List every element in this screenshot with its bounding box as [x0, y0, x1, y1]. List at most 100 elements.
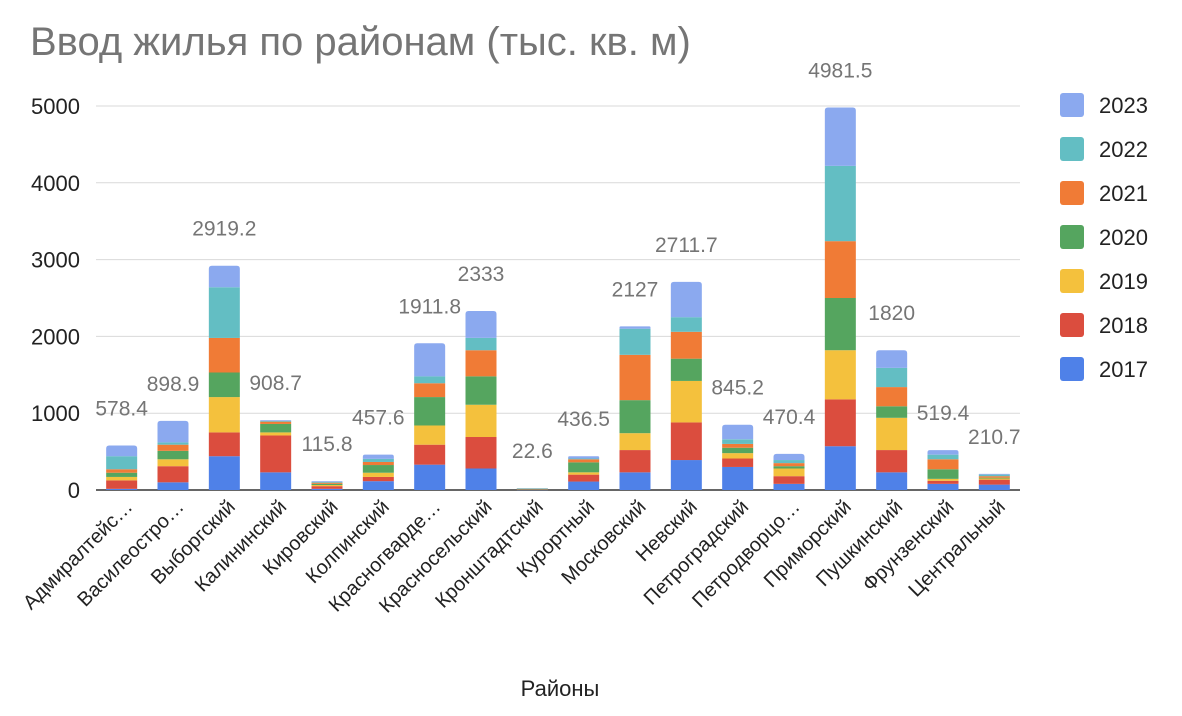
x-axis: Адмиралтейс…Василеостро…ВыборгскийКалини… [19, 496, 1010, 617]
bar-segment [927, 480, 959, 484]
total-label: 2919.2 [192, 218, 256, 241]
bars [106, 107, 1010, 491]
bar-segment [773, 476, 805, 484]
bar-segment [106, 445, 138, 457]
bar-segment [568, 472, 600, 475]
bar-segment [260, 432, 292, 436]
bar-segment [311, 481, 343, 483]
y-tick-label: 4000 [31, 171, 80, 196]
bar-stack [260, 420, 292, 490]
legend-swatch [1060, 137, 1084, 161]
bar-segment [414, 464, 446, 490]
bar-segment [568, 481, 600, 490]
bar-segment [773, 460, 805, 464]
bar-segment [824, 446, 856, 490]
legend-item: 2019 [1060, 269, 1148, 294]
bar-segment [568, 462, 600, 473]
bar-segment [722, 458, 754, 467]
bar-segment [414, 397, 446, 426]
bar-segment [208, 287, 240, 338]
bar-segment [670, 380, 702, 423]
bar-segment [414, 376, 446, 384]
legend-label: 2019 [1099, 269, 1148, 294]
bar-segment [362, 454, 394, 459]
bar-segment [824, 350, 856, 400]
bar-segment [722, 453, 754, 459]
bar-segment [876, 387, 908, 407]
bar-segment [619, 400, 651, 434]
bar-stack [722, 424, 754, 490]
bar-segment [414, 343, 446, 377]
bar-segment [927, 469, 959, 479]
y-tick-label: 3000 [31, 248, 80, 273]
bar-segment [157, 466, 189, 483]
legend-swatch [1060, 93, 1084, 117]
bar-segment [773, 483, 805, 490]
bar-segment [208, 456, 240, 490]
bar-segment [876, 406, 908, 418]
total-label: 457.6 [352, 407, 405, 430]
bar-stack [773, 453, 805, 490]
bar-segment [978, 477, 1010, 479]
total-label: 898.9 [147, 373, 200, 396]
bar-segment [619, 450, 651, 473]
bar-segment [927, 450, 959, 455]
legend-item: 2022 [1060, 137, 1148, 162]
chart-title: Ввод жилья по районам (тыс. кв. м) [30, 20, 691, 64]
legend-swatch [1060, 225, 1084, 249]
bar-stack [876, 350, 908, 490]
legend-swatch [1060, 269, 1084, 293]
bar-segment [465, 337, 497, 351]
bar-segment [619, 326, 651, 329]
bar-segment [414, 425, 446, 445]
legend-swatch [1060, 357, 1084, 381]
legend-label: 2017 [1099, 357, 1148, 382]
bar-stack [311, 481, 343, 490]
bar-segment [516, 489, 548, 491]
bar-stack [414, 343, 446, 490]
bar-segment [619, 472, 651, 490]
bar-segment [260, 420, 292, 422]
total-label: 2711.7 [655, 234, 718, 257]
bar-segment [311, 481, 343, 482]
bar-stack [978, 473, 1010, 490]
bar-stack [516, 488, 548, 491]
total-label: 845.2 [711, 377, 764, 400]
bar-segment [362, 472, 394, 477]
bar-segment [465, 437, 497, 469]
bar-segment [722, 447, 754, 454]
bar-stack [927, 450, 959, 490]
bar-segment [157, 442, 189, 445]
bar-segment [619, 354, 651, 401]
bar-segment [978, 484, 1010, 490]
bar-segment [311, 485, 343, 487]
bar-segment [722, 439, 754, 444]
y-tick-label: 2000 [31, 324, 80, 349]
bar-segment [824, 241, 856, 298]
bar-segment [773, 468, 805, 477]
bar-segment [722, 424, 754, 440]
bar-segment [157, 444, 189, 451]
legend-item: 2020 [1060, 225, 1148, 250]
y-tick-label: 1000 [31, 401, 80, 426]
bar-stack [208, 265, 240, 490]
bar-stack [619, 326, 651, 490]
bar-segment [876, 472, 908, 490]
bar-segment [465, 350, 497, 377]
bar-segment [927, 459, 959, 470]
bar-segment [260, 435, 292, 473]
total-label: 2127 [612, 278, 659, 301]
gridlines [96, 105, 1020, 491]
bar-segment [670, 422, 702, 461]
bar-segment [208, 432, 240, 457]
bar-segment [670, 281, 702, 318]
bar-stack [568, 456, 600, 490]
bar-segment [824, 165, 856, 242]
total-label: 115.8 [302, 433, 353, 456]
bar-segment [773, 466, 805, 469]
total-label: 22.6 [512, 440, 553, 463]
bar-segment [311, 488, 343, 490]
bar-segment [157, 450, 189, 460]
bar-segment [978, 476, 1010, 478]
y-tick-label: 0 [68, 478, 80, 503]
